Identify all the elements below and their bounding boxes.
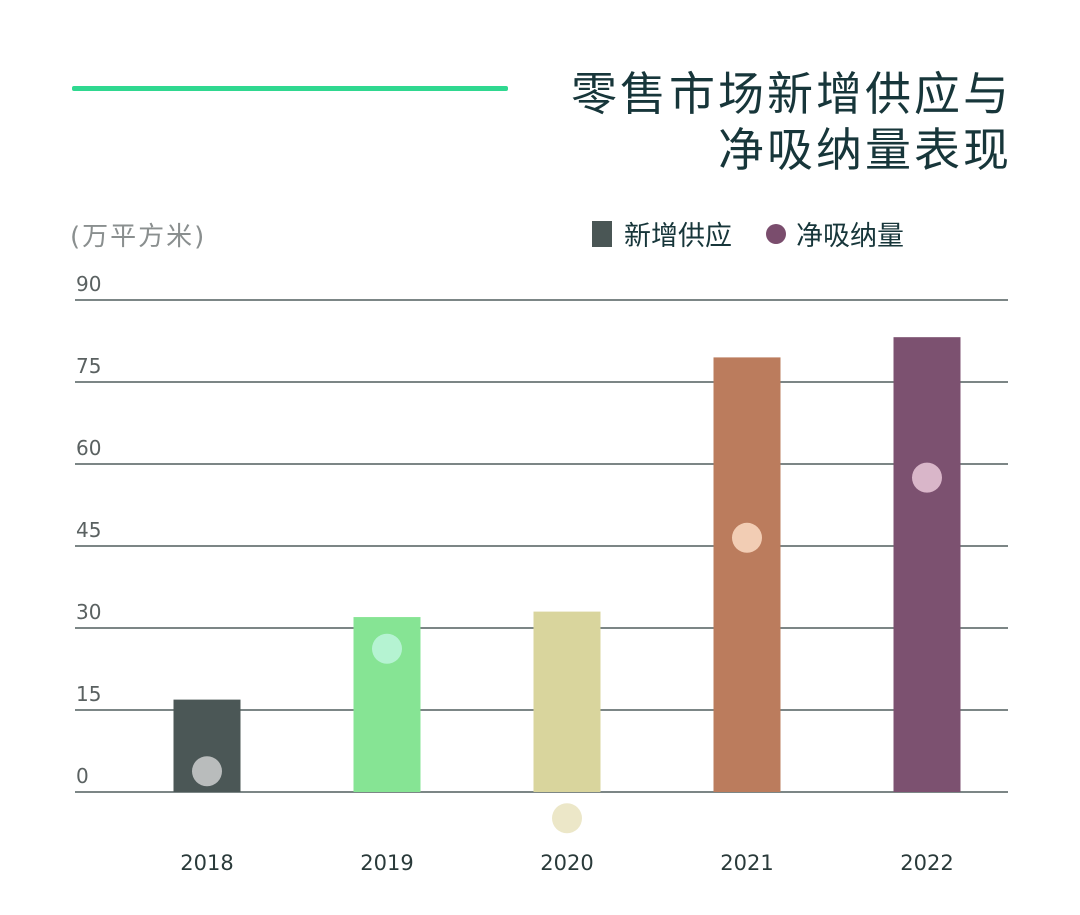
x-tick-label: 2022 [900,851,953,875]
bar-2021 [713,357,781,792]
y-tick-label: 30 [76,600,101,624]
chart-title: 零售市场新增供应与 净吸纳量表现 [571,66,1012,178]
y-axis-unit-label: (万平方米) [70,222,207,252]
y-tick-label: 75 [76,354,101,378]
legend-item-absorption: 净吸纳量 [766,214,904,253]
y-tick-label: 90 [76,272,101,296]
point-2020 [552,803,582,834]
x-tick-label: 2021 [720,851,773,875]
point-2021 [732,522,762,553]
legend-square-icon [592,220,612,247]
legend-item-supply: 新增供应 [592,214,732,253]
accent-line [72,86,508,91]
point-2019 [372,633,402,664]
legend-supply-label: 新增供应 [624,221,732,252]
bar-2020 [533,611,601,792]
x-tick-label: 2020 [540,851,593,875]
bar-2022 [893,337,961,792]
chart-title-line-1: 零售市场新增供应与 [571,67,1012,121]
y-tick-label: 60 [76,436,101,460]
point-2022 [912,462,942,493]
legend: 新增供应 净吸纳量 [592,214,938,253]
chart-title-line-2: 净吸纳量表现 [718,123,1012,177]
y-tick-label: 0 [76,764,89,788]
x-tick-label: 2019 [360,851,413,875]
x-tick-label: 2018 [180,851,233,875]
y-tick-label: 45 [76,518,101,542]
legend-dot-icon [766,223,786,244]
y-tick-label: 15 [76,682,101,706]
point-2018 [192,756,222,787]
legend-absorption-label: 净吸纳量 [796,221,904,252]
